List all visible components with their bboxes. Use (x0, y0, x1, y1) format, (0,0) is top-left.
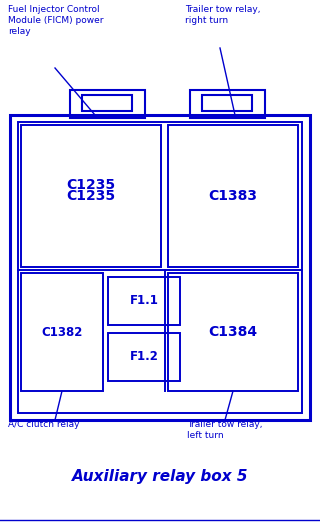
Bar (21, 125, 161, 267)
Text: A/C clutch relay: A/C clutch relay (8, 420, 79, 429)
Bar (190, 90, 265, 118)
Text: C1235: C1235 (67, 189, 116, 203)
Bar (82, 95, 132, 111)
Text: Auxiliary relay box 5: Auxiliary relay box 5 (72, 469, 248, 483)
Bar (18, 122, 302, 413)
Bar (168, 125, 298, 267)
Bar (202, 95, 252, 111)
Text: Trailer tow relay,
right turn: Trailer tow relay, right turn (185, 5, 260, 25)
Text: Fuel Injector Control
Module (FICM) power
relay: Fuel Injector Control Module (FICM) powe… (8, 5, 103, 36)
Text: C1384: C1384 (208, 325, 258, 339)
Text: F1.2: F1.2 (130, 350, 158, 363)
Text: C1382: C1382 (41, 325, 83, 338)
Text: Trailer tow relay,
left turn: Trailer tow relay, left turn (187, 420, 262, 440)
Bar (70, 90, 145, 118)
Bar (21, 273, 103, 391)
Text: C1235: C1235 (67, 178, 116, 192)
Text: C1383: C1383 (209, 189, 258, 203)
Bar (10, 115, 310, 420)
Bar (108, 333, 180, 381)
Bar (108, 277, 180, 325)
Text: F1.1: F1.1 (130, 294, 158, 308)
Bar (168, 273, 298, 391)
